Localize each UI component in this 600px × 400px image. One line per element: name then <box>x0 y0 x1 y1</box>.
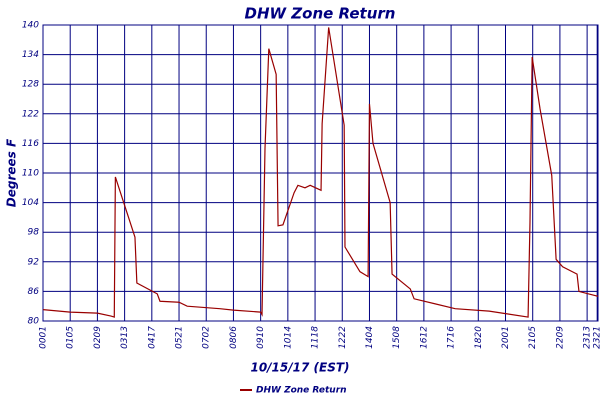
y-axis-title: Degrees F <box>5 138 19 207</box>
x-tick-label: 1716 <box>447 326 457 349</box>
y-tick-label: 110 <box>22 169 39 179</box>
x-tick-label: 2209 <box>555 326 565 349</box>
x-tick-label: 1118 <box>311 326 321 349</box>
x-tick-label: 1820 <box>474 326 484 349</box>
x-tick-label: 0702 <box>202 326 212 349</box>
y-tick-label: 104 <box>22 198 39 208</box>
x-tick-label: 0806 <box>229 326 239 349</box>
y-tick-label: 128 <box>22 80 39 90</box>
x-tick-label: 0313 <box>120 326 130 349</box>
legend-label: DHW Zone Return <box>256 386 347 396</box>
y-tick-label: 122 <box>22 109 39 119</box>
x-tick-label: 0417 <box>147 326 157 349</box>
x-tick-label: 1508 <box>392 326 402 349</box>
y-tick-label: 92 <box>28 257 40 267</box>
y-tick-label: 140 <box>22 21 39 31</box>
data-line <box>42 27 599 318</box>
x-axis-title: 10/15/17 (EST) <box>250 361 349 375</box>
x-tick-label: 0910 <box>256 326 266 349</box>
x-tick-label: 0209 <box>93 326 103 349</box>
x-tick-label: 0001 <box>39 326 49 349</box>
x-tick-label: 1612 <box>419 326 429 349</box>
x-tick-label: 0105 <box>66 326 76 349</box>
y-tick-label: 134 <box>22 50 39 60</box>
chart-title: DHW Zone Return <box>245 5 396 23</box>
y-tick-label: 98 <box>28 228 40 238</box>
y-tick-label: 86 <box>28 287 40 297</box>
x-tick-label: 1014 <box>283 326 293 349</box>
y-tick-label: 116 <box>22 139 39 149</box>
x-tick-label: 0521 <box>175 326 185 349</box>
x-tick-label: 2321 <box>593 326 600 349</box>
x-tick-label: 2105 <box>528 326 538 349</box>
y-tick-label: 80 <box>28 317 40 327</box>
x-tick-label: 1222 <box>338 326 348 349</box>
x-tick-label: 1404 <box>365 326 375 349</box>
x-tick-label: 2313 <box>583 326 593 349</box>
x-tick-label: 2001 <box>501 326 511 349</box>
